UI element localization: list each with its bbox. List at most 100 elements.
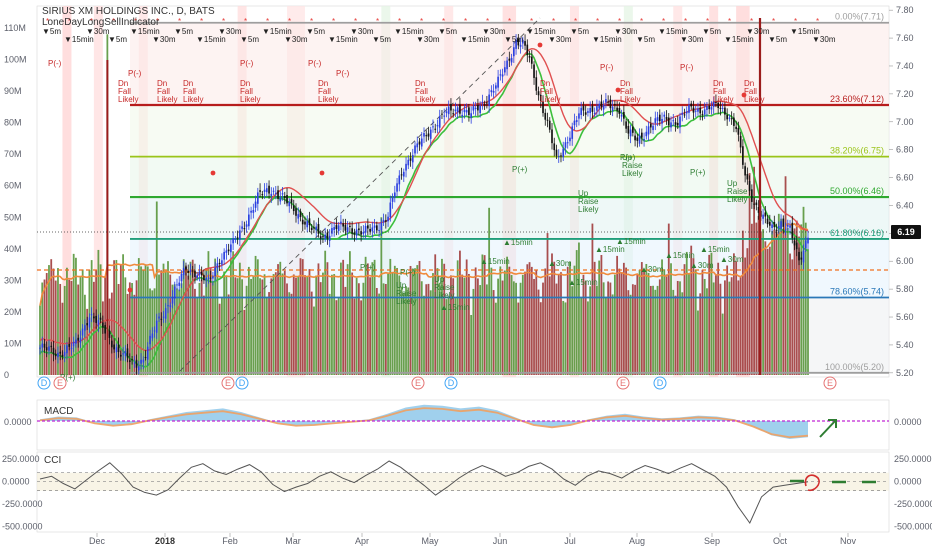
volume-bar [326,262,329,375]
volume-bar [587,301,589,375]
candle-body [324,234,327,239]
candle-body [364,225,367,233]
candle-body [490,90,493,93]
candle-body [331,228,333,234]
candle-body [544,112,547,120]
candle-body [569,137,571,142]
candle-body [99,317,102,320]
candle-body [304,221,306,225]
signal-label: ▼5m [372,35,391,44]
candle-body [117,344,120,353]
candle-body [672,120,675,122]
price-candles[interactable] [39,18,809,375]
volume-bar [416,265,419,375]
candle-body [739,135,742,148]
signal-star: * [552,17,555,26]
volume-bar [436,268,439,375]
fib-label: 50.00%(6.46) [830,186,884,196]
cci-pane[interactable] [36,451,890,533]
price-tick-label: 6.60 [896,173,914,183]
volume-bar [564,302,567,375]
volume-bar [732,253,735,375]
candle-body [730,118,733,120]
volume-bar [387,273,389,375]
candle-body [699,107,702,114]
cci-left-tick: -250.0000 [2,499,43,509]
candle-body [710,107,713,110]
macd-right-tick: 0.0000 [894,417,922,427]
candle-body [45,347,48,351]
event-marker-label: E [57,378,63,388]
candle-body [584,112,587,115]
fib-label: 23.60%(7.12) [830,94,884,104]
volume-bar [468,273,470,375]
candle-body [411,155,414,163]
fall-label: Likely [318,95,338,104]
volume-bar [286,283,288,375]
volume-bar [638,269,641,375]
volume-bar [308,269,311,375]
price-tick-label: 5.80 [896,284,914,294]
volume-bar [640,262,643,375]
volume-bar [452,278,455,375]
signal-label: ▼15min [592,35,622,44]
volume-bar [299,258,302,375]
volume-bar [384,283,387,375]
candle-body [703,109,706,115]
candle-body [108,330,111,338]
volume-bar [771,231,773,375]
signal-label: ▼30m [614,27,638,36]
signal-star: * [706,17,709,26]
candle-body [508,58,511,61]
price-plus-label: P(+) [690,168,706,177]
high-star [741,92,747,98]
volume-bar [715,274,717,375]
candle-body [528,56,531,58]
volume-bar [182,259,185,375]
volume-bar [133,294,136,375]
volume-bar [43,279,46,375]
raise-label: Raise [396,289,417,298]
candle-body [384,220,387,222]
candle-body [472,106,475,111]
candle-body [499,74,502,76]
volume-bar [250,278,252,375]
candle-body [209,277,212,279]
candle-body [510,57,513,63]
candle-body [400,174,403,176]
candle-body [250,210,252,213]
candle-body [120,354,122,357]
candle-body [367,225,369,229]
last-price-badge: 6.19 [891,225,921,239]
volume-bar [243,309,246,375]
volume-bar [593,261,596,375]
volume-bar [762,229,764,375]
candle-body [479,105,481,114]
fall-label: Fall [415,87,428,96]
candle-body [420,138,423,147]
candle-body [182,267,185,276]
high-star [319,170,325,176]
volume-bar [717,262,720,375]
fall-label: Dn [713,79,723,88]
volume-bar [344,286,347,375]
volume-bar [755,222,758,375]
candle-body [86,323,88,326]
candle-body [728,117,731,119]
volume-bar [508,266,511,375]
candle-body [551,129,553,144]
volume-bar [207,251,210,375]
candle-body [441,113,443,115]
volume-bar [418,260,421,375]
volume-bar [773,229,776,375]
volume-bar [171,284,174,375]
volume-bar [270,278,273,375]
event-marker-label: E [225,378,231,388]
price-tick-label: 7.00 [896,117,914,127]
candle-body [241,226,243,229]
volume-bar [155,201,158,375]
candle-body [52,347,55,355]
candle-body [492,90,495,93]
candle-body [68,343,71,347]
volume-bar [229,258,232,375]
